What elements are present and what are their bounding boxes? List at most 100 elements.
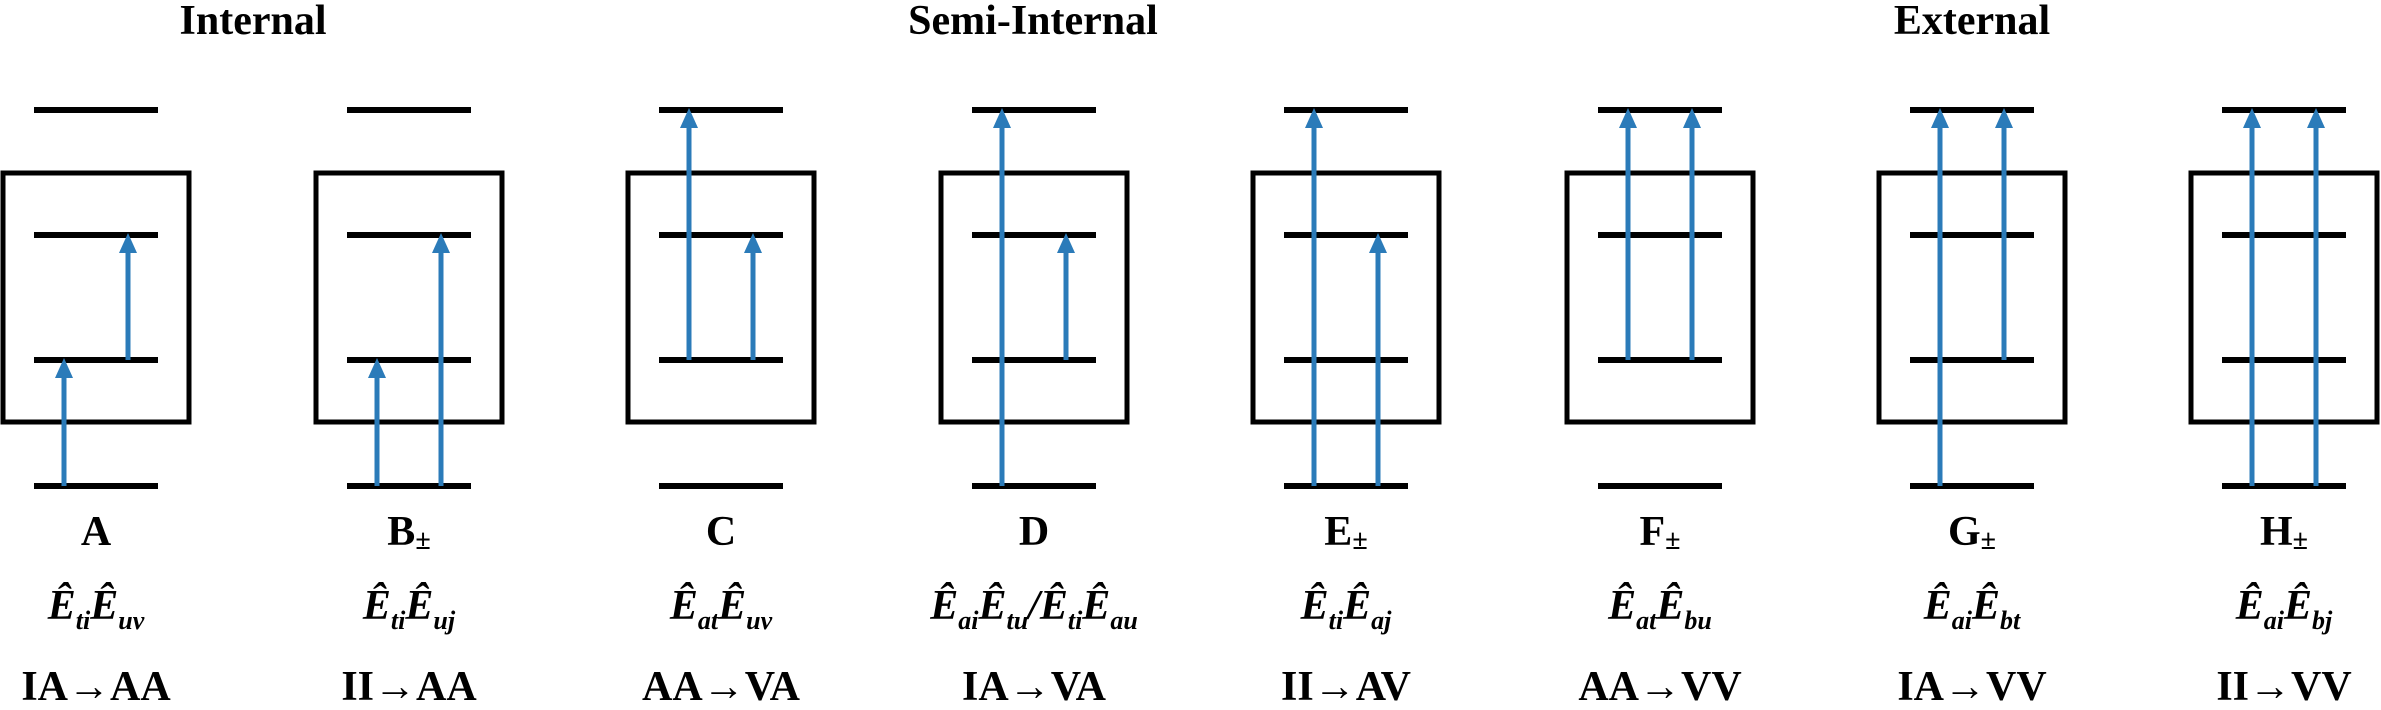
arrowhead-d-1	[993, 108, 1011, 128]
excitation-operator-symbol: Ê	[362, 583, 391, 629]
excitation-operator-symbol: Ê	[47, 583, 76, 629]
operator-product-g: ÊaiÊbt	[1923, 583, 2021, 635]
transition-label-f: AA→VV	[1578, 664, 1742, 710]
diagram-code-letter: H	[2259, 509, 2293, 555]
operator-index: at	[1636, 606, 1657, 635]
excitation-operator-symbol: Ê	[1972, 583, 2001, 629]
group-label-semi-internal: Semi-Internal	[908, 0, 1158, 44]
excitation-operator-symbol: Ê	[1039, 583, 1068, 629]
diagram-code-a: A	[81, 509, 111, 555]
group-label-internal: Internal	[179, 0, 327, 44]
arrowhead-h-1	[2243, 108, 2261, 128]
transition-label-e: II→AV	[1281, 664, 1411, 710]
operator-index: bt	[2000, 606, 2021, 635]
group-label-external: External	[1893, 0, 2051, 44]
arrowhead-b-1	[368, 358, 386, 378]
operator-index: ai	[958, 606, 979, 635]
excitation-operator-symbol: Ê	[1300, 583, 1329, 629]
transition-label-b: II→AA	[341, 664, 477, 710]
diagram-code-letter: D	[1018, 509, 1050, 555]
active-space-box-g	[1876, 170, 2068, 425]
diagram-code-subscript: ±	[1665, 525, 1681, 556]
active-space-box-e	[1250, 170, 1442, 425]
excitation-operator-symbol: Ê	[1923, 583, 1952, 629]
transition-label-h: II→VV	[2216, 664, 2352, 710]
operator-index: ai	[1951, 606, 1972, 635]
operator-product-e: ÊtiÊaj	[1300, 583, 1392, 635]
active-space-box-a	[0, 170, 192, 425]
diagram-code-subscript: ±	[1980, 525, 1997, 556]
excitation-operator-symbol: Ê	[718, 583, 747, 629]
active-space-box-d	[938, 170, 1130, 425]
arrowhead-d-2	[1057, 233, 1075, 253]
operator-index: at	[697, 606, 719, 635]
arrowhead-g-1	[1931, 108, 1949, 128]
operator-index: bj	[2312, 606, 2333, 635]
arrowhead-a-2	[119, 233, 137, 253]
operator-index: bu	[1684, 606, 1712, 635]
operator-index: ti	[390, 606, 406, 635]
active-space-box-b	[313, 170, 505, 425]
excitation-operator-symbol: Ê	[1343, 583, 1372, 629]
excitation-operator-symbol: Ê	[1656, 583, 1685, 629]
operator-product-a: ÊtiÊuv	[47, 583, 145, 635]
diagram-code-letter: E	[1324, 509, 1353, 555]
diagram-code-subscript: ±	[415, 525, 431, 556]
diagram-code-c: C	[706, 509, 736, 555]
excitation-operator-symbol: Ê	[978, 583, 1007, 629]
arrowhead-a-1	[55, 358, 73, 378]
operator-index: ti	[1328, 606, 1344, 635]
diagram-code-b: B±	[387, 509, 430, 560]
operator-index: ti	[1067, 606, 1083, 635]
transition-label-g: IA→VV	[1897, 664, 2047, 710]
operator-index: uj	[433, 606, 456, 635]
excitation-operator-symbol: Ê	[2284, 583, 2313, 629]
operator-index: au	[1110, 606, 1138, 635]
operator-product-h: ÊaiÊbj	[2235, 583, 2333, 635]
arrowhead-b-2	[432, 233, 450, 253]
active-space-box-h	[2188, 170, 2380, 425]
diagram-code-letter: G	[1947, 509, 1981, 555]
operator-index: ti	[75, 606, 91, 635]
operator-product-d: ÊaiÊtu/ÊtiÊau	[930, 583, 1138, 635]
operator-index: aj	[1371, 606, 1392, 635]
excitation-operator-symbol: Ê	[90, 583, 119, 629]
diagram-code-letter: C	[705, 509, 737, 555]
transition-label-c: AA→VA	[642, 664, 800, 710]
arrowhead-c-1	[680, 108, 698, 128]
diagram-code-letter: B	[387, 509, 416, 555]
arrowhead-e-2	[1369, 233, 1387, 253]
arrowhead-f-2	[1683, 108, 1701, 128]
operator-index: tu	[1006, 606, 1029, 635]
diagram-code-letter: A	[80, 509, 112, 555]
operator-product-f: ÊatÊbu	[1608, 583, 1712, 635]
diagram-code-d: D	[1019, 509, 1049, 555]
diagram-code-letter: F	[1639, 509, 1666, 555]
transition-label-d: IA→VA	[962, 664, 1106, 710]
arrowhead-e-1	[1305, 108, 1323, 128]
diagram-code-h: H±	[2260, 509, 2308, 560]
operator-product-b: ÊtiÊuj	[362, 583, 456, 635]
diagram-code-g: G±	[1948, 509, 1996, 560]
active-space-box-f	[1564, 170, 1756, 425]
operator-index: uv	[118, 606, 145, 635]
arrowhead-c-2	[744, 233, 762, 253]
diagram-code-e: E±	[1324, 509, 1367, 560]
excitation-operator-symbol: Ê	[405, 583, 434, 629]
operator-separator: /	[1028, 583, 1040, 629]
excitation-operator-symbol: Ê	[1082, 583, 1111, 629]
diagram-code-f: F±	[1639, 509, 1680, 560]
diagram-code-subscript: ±	[1352, 525, 1368, 556]
excitation-operator-symbol: Ê	[930, 583, 959, 629]
active-space-box-c	[625, 170, 817, 425]
arrowhead-f-1	[1619, 108, 1637, 128]
operator-index: ai	[2263, 606, 2284, 635]
excitation-operator-symbol: Ê	[2235, 583, 2264, 629]
diagram-code-subscript: ±	[2292, 525, 2309, 556]
excitation-operator-symbol: Ê	[669, 583, 698, 629]
transition-label-a: IA→AA	[21, 664, 171, 710]
excitation-operator-symbol: Ê	[1608, 583, 1637, 629]
operator-index: uv	[746, 606, 773, 635]
operator-product-c: ÊatÊuv	[669, 583, 773, 635]
